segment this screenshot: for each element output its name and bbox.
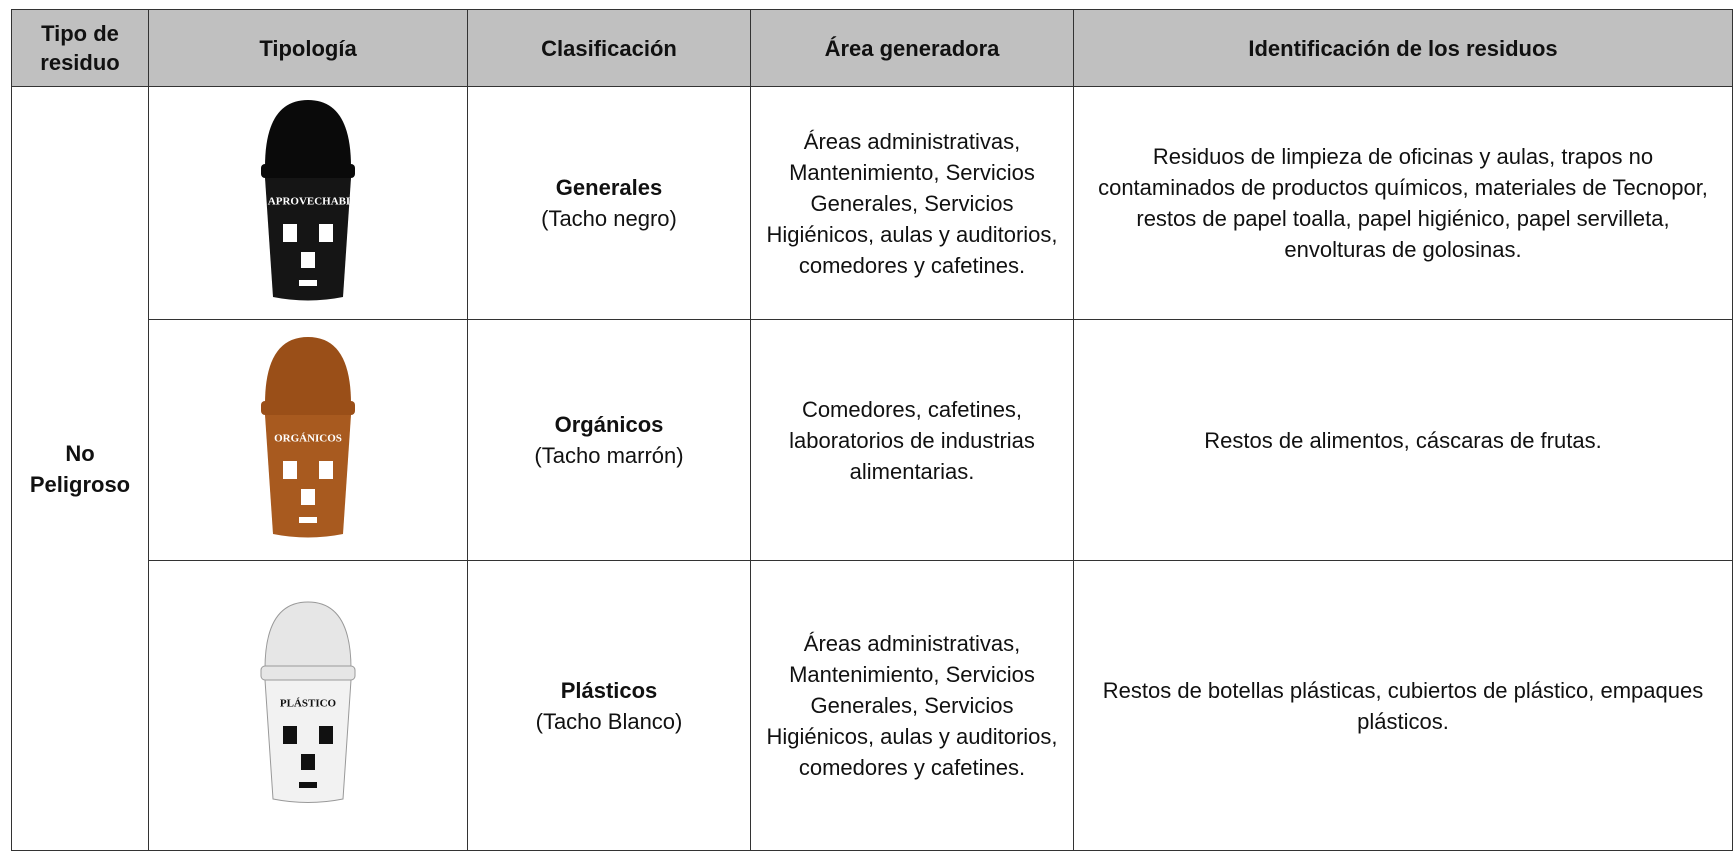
- bin-name: (Tacho negro): [541, 206, 677, 231]
- bin-label: PLÁSTICO: [280, 698, 337, 710]
- bin-image: ORGÁNICOS: [261, 336, 355, 537]
- waste-table: Tipo de residuo Tipología Clasificación …: [11, 9, 1733, 851]
- bin-cell: PLÁSTICO: [148, 560, 468, 851]
- bin-cell: ORGÁNICOS: [148, 319, 468, 561]
- bin-image: PLÁSTICO: [260, 601, 356, 803]
- bin-name: (Tacho Blanco): [535, 708, 683, 734]
- table-row: ORGÁNICOS Orgánicos (Tacho marrón) Comedor…: [12, 319, 1733, 561]
- table-body: No Peligroso NO APROVECHABLES Generales (…: [11, 86, 1733, 851]
- identification-cell: Restos de botellas plásticas, cubiertos …: [1073, 560, 1733, 851]
- area-cell: Áreas administrativas, Mantenimiento, Se…: [750, 560, 1074, 851]
- header-cell: Área generadora: [750, 9, 1074, 87]
- bin-name: (Tacho marrón): [534, 443, 684, 468]
- table-row: PLÁSTICO Plásticos (Tacho Blanco) Áreas ad…: [12, 560, 1733, 851]
- header-cell: Tipo de residuo: [11, 9, 149, 87]
- bin-image: NO APROVECHABLES: [249, 99, 367, 300]
- area-cell: Áreas administrativas, Mantenimiento, Se…: [750, 86, 1074, 320]
- classification: Orgánicos: [554, 412, 664, 437]
- header-cell: Tipología: [148, 9, 468, 87]
- classification: Generales: [555, 175, 663, 200]
- bin-cell: NO APROVECHABLES: [148, 86, 468, 320]
- identification-cell: Restos de alimentos, cáscaras de frutas.: [1073, 319, 1733, 561]
- header-cell: Identificación de los residuos: [1073, 9, 1733, 87]
- header-row: Tipo de residuo Tipología Clasificación …: [11, 9, 1733, 87]
- bin-label: NO APROVECHABLES: [249, 195, 367, 207]
- header-cell: Clasificación: [467, 9, 751, 87]
- classification-cell: Orgánicos (Tacho marrón): [467, 319, 751, 561]
- classification-cell: Generales (Tacho negro): [467, 86, 751, 320]
- classification-cell: Plásticos (Tacho Blanco): [467, 560, 751, 851]
- table-row: No Peligroso NO APROVECHABLES Generales (…: [11, 86, 1733, 851]
- identification-cell: Residuos de limpieza de oficinas y aulas…: [1073, 86, 1733, 320]
- group-cell: No Peligroso: [11, 86, 149, 851]
- bin-label: ORGÁNICOS: [274, 432, 342, 444]
- area-cell: Comedores, cafetines, laboratorios de in…: [750, 319, 1074, 561]
- classification: Plásticos: [560, 677, 658, 703]
